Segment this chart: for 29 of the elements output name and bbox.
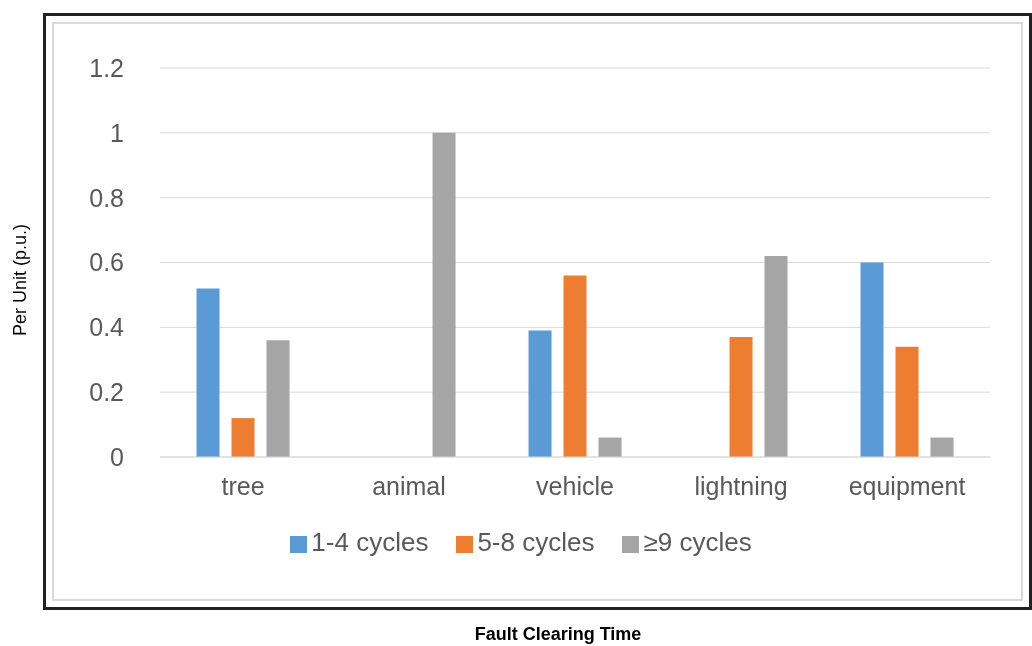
bar — [764, 256, 788, 457]
bar — [231, 418, 255, 457]
bar — [432, 132, 456, 457]
bar — [528, 330, 552, 457]
x-tick-label: animal — [372, 471, 446, 500]
x-tick-label: tree — [221, 471, 265, 500]
x-tick-label: lightning — [694, 471, 788, 500]
y-tick-label: 0 — [110, 442, 124, 471]
y-tick-label: 1 — [110, 118, 124, 147]
bar — [563, 275, 587, 457]
y-tick-label: 1.2 — [89, 53, 124, 82]
bar — [729, 337, 753, 457]
legend-label: ≥9 cycles — [643, 527, 752, 557]
x-tick-label: vehicle — [536, 471, 614, 500]
bar — [860, 262, 884, 457]
x-tick-label: equipment — [848, 471, 966, 500]
bar — [196, 288, 220, 457]
y-axis-title: Per Unit (p.u.) — [9, 223, 31, 337]
y-tick-label: 0.6 — [89, 248, 124, 277]
y-tick-label: 0.2 — [89, 378, 124, 407]
bar — [598, 437, 622, 457]
legend-label: 1-4 cycles — [311, 527, 429, 557]
y-tick-label: 0.8 — [89, 183, 124, 212]
bar — [895, 346, 919, 457]
bar — [930, 437, 954, 457]
bar — [266, 340, 290, 457]
legend-label: 5-8 cycles — [477, 527, 595, 557]
text: Fault Clearing Time — [474, 623, 642, 645]
y-tick-label: 0.4 — [89, 313, 125, 342]
